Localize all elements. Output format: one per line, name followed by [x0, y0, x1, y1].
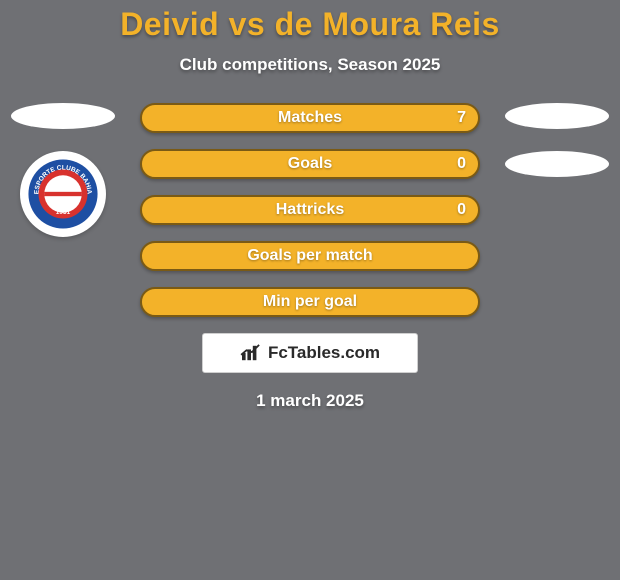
stat-label: Goals — [142, 151, 478, 177]
stat-label: Min per goal — [142, 289, 478, 315]
bahia-crest-icon: ESPORTE CLUBE BAHIA 1931 — [27, 158, 99, 230]
stat-right-value: 0 — [457, 197, 466, 223]
comparison-card: Deivid vs de Moura Reis Club competition… — [0, 0, 620, 580]
content-area: ESPORTE CLUBE BAHIA 1931 Matches 7 Goals… — [0, 103, 620, 411]
player-right-oval-2 — [505, 151, 609, 177]
stat-right-value: 0 — [457, 151, 466, 177]
right-player-col — [502, 103, 612, 199]
stat-row-matches: Matches 7 — [140, 103, 480, 133]
page-title: Deivid vs de Moura Reis — [0, 0, 620, 43]
date-line: 1 march 2025 — [0, 391, 620, 411]
stat-label: Matches — [142, 105, 478, 131]
stat-row-goals-per-match: Goals per match — [140, 241, 480, 271]
stat-row-min-per-goal: Min per goal — [140, 287, 480, 317]
bar-chart-icon — [240, 344, 262, 362]
stat-right-value: 7 — [457, 105, 466, 131]
player-right-oval-1 — [505, 103, 609, 129]
subtitle: Club competitions, Season 2025 — [0, 55, 620, 75]
fctables-logo[interactable]: FcTables.com — [202, 333, 418, 373]
fctables-text: FcTables.com — [268, 343, 380, 363]
crest-year: 1931 — [56, 209, 71, 216]
stat-label: Goals per match — [142, 243, 478, 269]
stat-row-goals: Goals 0 — [140, 149, 480, 179]
left-player-col: ESPORTE CLUBE BAHIA 1931 — [8, 103, 118, 237]
player-left-oval — [11, 103, 115, 129]
stat-label: Hattricks — [142, 197, 478, 223]
stat-bars: Matches 7 Goals 0 Hattricks 0 Goals per … — [140, 103, 480, 317]
club-crest-left: ESPORTE CLUBE BAHIA 1931 — [20, 151, 106, 237]
crest-bar — [44, 192, 81, 196]
stat-row-hattricks: Hattricks 0 — [140, 195, 480, 225]
